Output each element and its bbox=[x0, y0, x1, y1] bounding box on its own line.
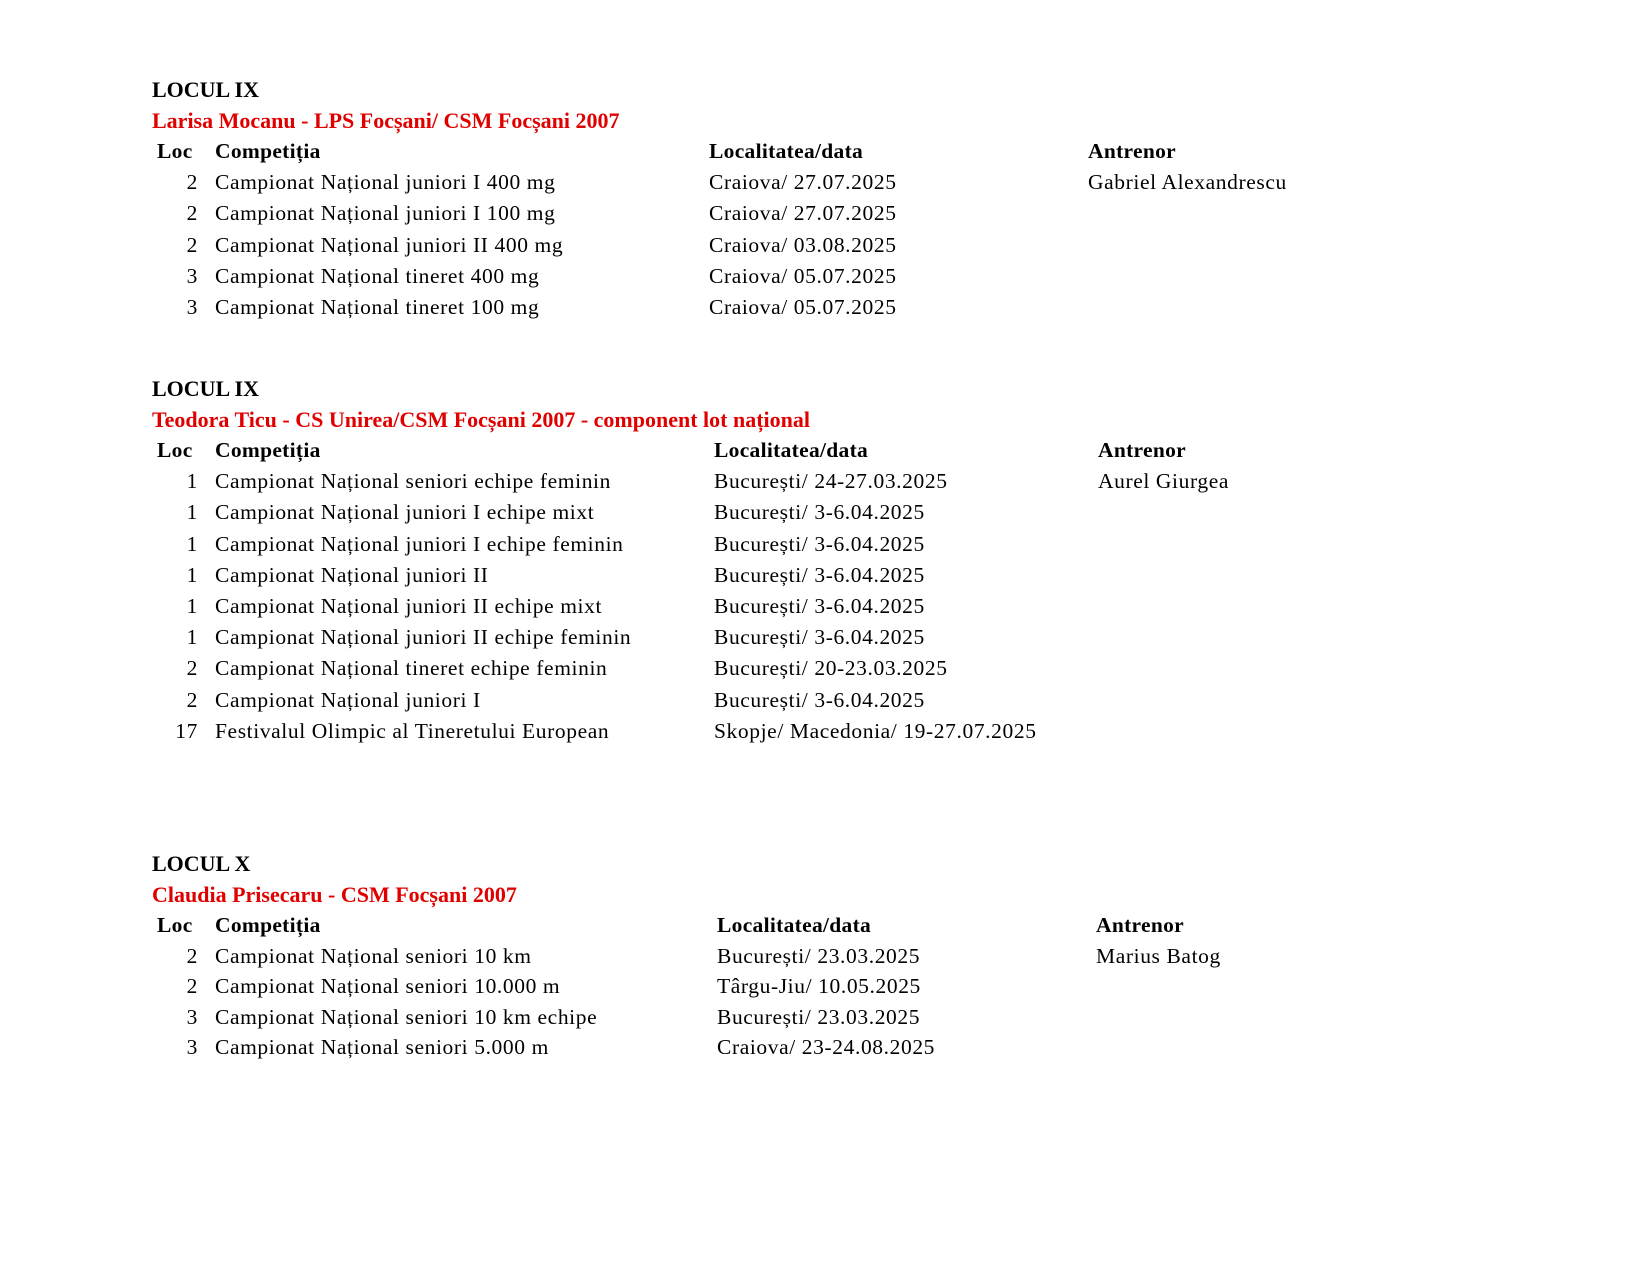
competition-name: Campionat Național seniori echipe femini… bbox=[215, 469, 611, 494]
location-date: Skopje/ Macedonia/ 19-27.07.2025 bbox=[714, 718, 1037, 743]
result-place: 1 bbox=[186, 500, 198, 525]
table-row: 1 Campionat Național juniori I echipe fem… bbox=[0, 529, 1650, 560]
table-header: Loc Competiția Localitatea/data Antrenor bbox=[0, 435, 1650, 466]
table-row: 2 Campionat Național tineret echipe femin… bbox=[0, 653, 1650, 684]
place-heading: LOCUL IX bbox=[152, 376, 259, 401]
result-place: 1 bbox=[186, 562, 198, 587]
coach-name: Aurel Giurgea bbox=[1098, 469, 1229, 494]
competition-name: Campionat Național juniori II bbox=[215, 562, 489, 587]
result-place: 2 bbox=[186, 232, 198, 257]
table-row: 3 Campionat Național tineret 400 mg Craiov… bbox=[0, 261, 1650, 292]
result-place: 3 bbox=[186, 1004, 198, 1029]
table-row: 3 Campionat Național tineret 100 mg Craiov… bbox=[0, 292, 1650, 323]
location-date: Craiova/ 03.08.2025 bbox=[709, 232, 897, 257]
result-place: 2 bbox=[186, 974, 198, 999]
location-date: București/ 24-27.03.2025 bbox=[714, 469, 948, 494]
location-date: București/ 3-6.04.2025 bbox=[714, 625, 925, 650]
table-row: 17 Festivalul Olimpic al Tineretului Euro… bbox=[0, 716, 1650, 747]
header-coach: Antrenor bbox=[1088, 139, 1176, 163]
table-row: 1 Campionat Național juniori I echipe mix… bbox=[0, 497, 1650, 528]
result-place: 17 bbox=[175, 718, 198, 743]
athlete-name: Claudia Prisecaru - CSM Focșani 2007 bbox=[152, 882, 517, 907]
table-row: 2 Campionat Național juniori I București/ … bbox=[0, 685, 1650, 716]
header-competition: Competiția bbox=[215, 913, 321, 937]
result-place: 1 bbox=[186, 531, 198, 556]
competition-name: Campionat Național juniori I echipe mixt bbox=[215, 500, 595, 525]
place-heading: LOCUL IX bbox=[152, 77, 259, 102]
place-heading: LOCUL X bbox=[152, 851, 251, 876]
header-location-date: Localitatea/data bbox=[709, 139, 864, 163]
competition-name: Campionat Național seniori 10.000 m bbox=[215, 974, 561, 999]
table-row: 1 Campionat Național seniori echipe femin… bbox=[0, 466, 1650, 497]
location-date: București/ 3-6.04.2025 bbox=[714, 531, 925, 556]
header-location-date: Localitatea/data bbox=[717, 913, 872, 937]
table-row: 2 Campionat Național juniori II 400 mg Cra… bbox=[0, 230, 1650, 261]
location-date: București/ 20-23.03.2025 bbox=[714, 656, 948, 681]
competition-name: Campionat Național seniori 10 km bbox=[215, 943, 532, 968]
location-date: București/ 23.03.2025 bbox=[717, 943, 921, 968]
header-competition: Competiția bbox=[215, 438, 321, 462]
result-place: 3 bbox=[186, 1035, 198, 1060]
location-date: Craiova/ 27.07.2025 bbox=[709, 170, 897, 195]
result-place: 1 bbox=[186, 594, 198, 618]
competition-name: Campionat Național juniori II 400 mg bbox=[215, 232, 564, 257]
location-date: București/ 3-6.04.2025 bbox=[714, 687, 925, 712]
header-coach: Antrenor bbox=[1096, 913, 1184, 937]
competition-name: Festivalul Olimpic al Tineretului Europe… bbox=[215, 718, 610, 743]
competition-name: Campionat Național tineret 100 mg bbox=[215, 295, 540, 319]
location-date: București/ 3-6.04.2025 bbox=[714, 562, 925, 587]
result-place: 3 bbox=[186, 263, 198, 288]
competition-name: Campionat Național juniori I echipe femi… bbox=[215, 531, 624, 556]
result-place: 2 bbox=[186, 201, 198, 226]
table-row: 2 Campionat Național seniori 10 km Bucureș… bbox=[0, 941, 1650, 972]
table-row: 3 Campionat Național seniori 10 km echipe… bbox=[0, 1002, 1650, 1033]
table-row: 1 Campionat Național juniori II echipe mi… bbox=[0, 591, 1650, 622]
header-loc: Loc bbox=[157, 913, 193, 937]
table-header: Loc Competiția Localitatea/data Antrenor bbox=[0, 910, 1650, 941]
athlete-name: Teodora Ticu - CS Unirea/CSM Focșani 200… bbox=[152, 407, 811, 432]
result-place: 2 bbox=[186, 687, 198, 712]
table-row: 1 Campionat Național juniori II București/… bbox=[0, 560, 1650, 591]
location-date: Craiova/ 23-24.08.2025 bbox=[717, 1035, 936, 1060]
result-place: 2 bbox=[186, 170, 198, 195]
competition-name: Campionat Național tineret 400 mg bbox=[215, 263, 540, 288]
result-place: 1 bbox=[186, 625, 198, 650]
header-loc: Loc bbox=[157, 139, 193, 163]
competition-name: Campionat Național juniori I 100 mg bbox=[215, 201, 556, 226]
location-date: Craiova/ 05.07.2025 bbox=[709, 295, 897, 319]
table-row: 2 Campionat Național seniori 10.000 m Târg… bbox=[0, 971, 1650, 1002]
competition-name: Campionat Național juniori II echipe fem… bbox=[215, 625, 632, 650]
result-place: 2 bbox=[186, 656, 198, 681]
table-row: 2 Campionat Național juniori I 100 mg Crai… bbox=[0, 198, 1650, 229]
table-row: 3 Campionat Național seniori 5.000 m Craio… bbox=[0, 1032, 1650, 1063]
location-date: București/ 23.03.2025 bbox=[717, 1004, 921, 1029]
location-date: București/ 3-6.04.2025 bbox=[714, 500, 925, 525]
table-row: 1 Campionat Național juniori II echipe fe… bbox=[0, 622, 1650, 653]
location-date: București/ 3-6.04.2025 bbox=[714, 594, 925, 618]
competition-name: Campionat Național seniori 10 km echipe bbox=[215, 1004, 598, 1029]
header-loc: Loc bbox=[157, 438, 193, 462]
result-place: 2 bbox=[186, 943, 198, 968]
result-place: 1 bbox=[186, 469, 198, 494]
competition-name: Campionat Național juniori I bbox=[215, 687, 481, 712]
coach-name: Marius Batog bbox=[1096, 943, 1221, 968]
table-header: Loc Competiția Localitatea/data Antrenor bbox=[0, 136, 1650, 167]
table-row: 2 Campionat Național juniori I 400 mg Crai… bbox=[0, 167, 1650, 198]
header-location-date: Localitatea/data bbox=[714, 438, 869, 462]
competition-name: Campionat Național juniori I 400 mg bbox=[215, 170, 556, 195]
header-competition: Competiția bbox=[215, 139, 321, 163]
competition-name: Campionat Național tineret echipe femini… bbox=[215, 656, 608, 681]
competition-name: Campionat Național juniori II echipe mix… bbox=[215, 594, 603, 618]
competition-name: Campionat Național seniori 5.000 m bbox=[215, 1035, 549, 1060]
location-date: Craiova/ 05.07.2025 bbox=[709, 263, 897, 288]
athlete-name: Larisa Mocanu - LPS Focșani/ CSM Focșani… bbox=[152, 108, 620, 133]
header-coach: Antrenor bbox=[1098, 438, 1186, 462]
coach-name: Gabriel Alexandrescu bbox=[1088, 170, 1287, 195]
location-date: Craiova/ 27.07.2025 bbox=[709, 201, 897, 226]
result-place: 3 bbox=[186, 295, 198, 319]
location-date: Târgu-Jiu/ 10.05.2025 bbox=[717, 974, 921, 999]
